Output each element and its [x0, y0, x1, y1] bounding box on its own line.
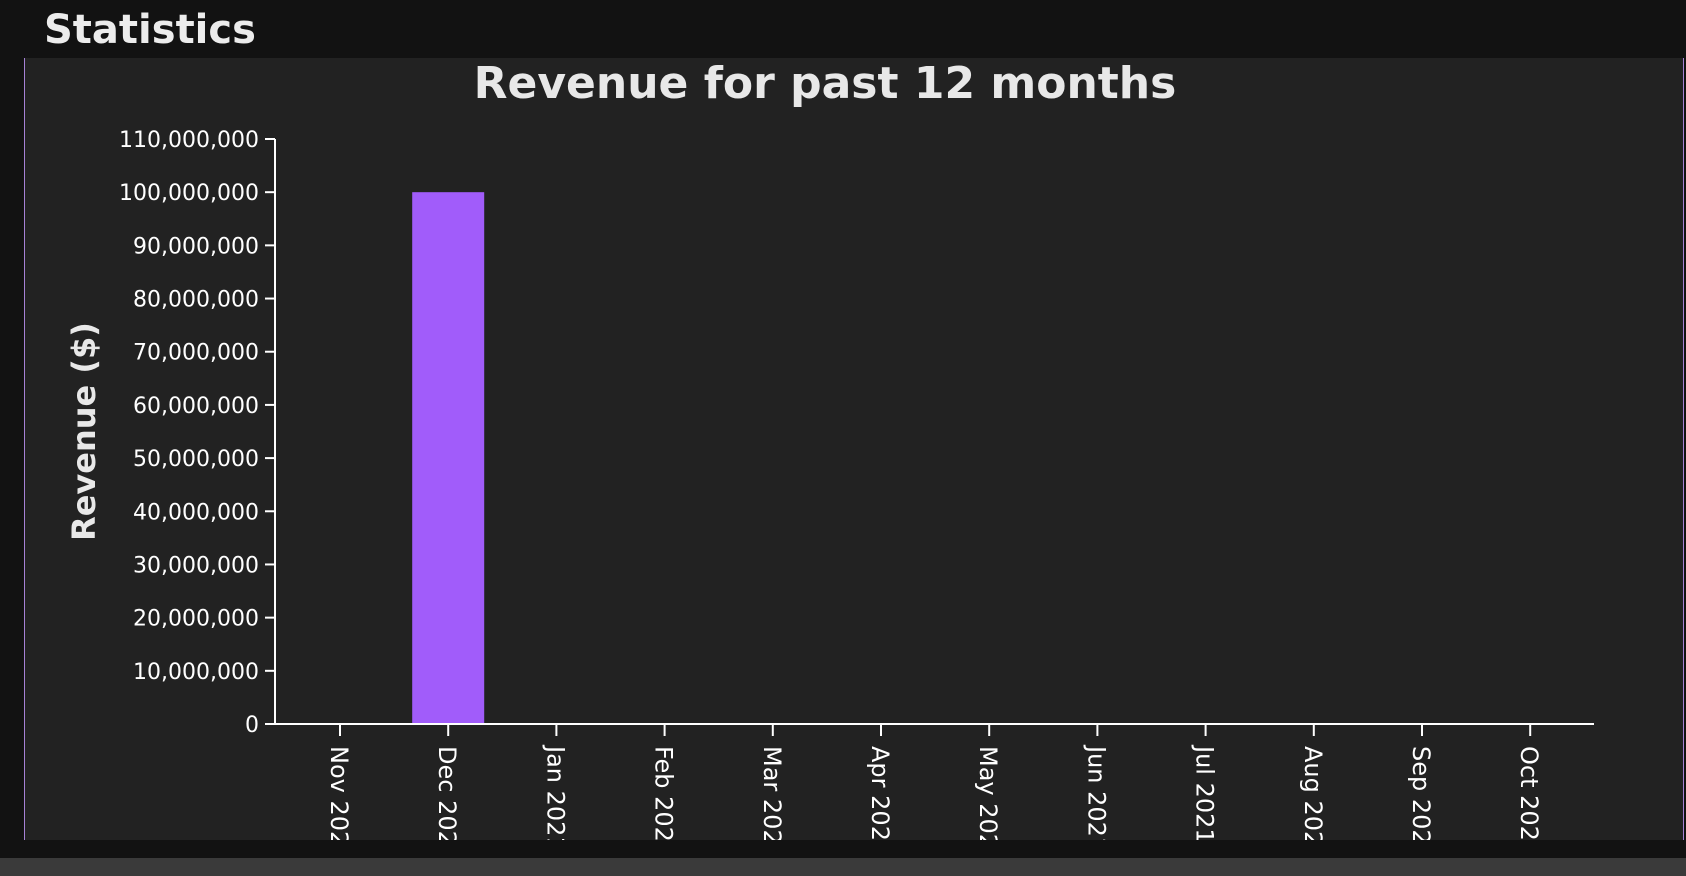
horizontal-scrollbar[interactable] [0, 858, 1686, 876]
x-tick-label: Jan 2021 [541, 744, 569, 840]
y-axis: 0 10,000,000 20,000,000 30,000,000 40,000,00… [119, 128, 276, 738]
y-tick-label: 80,000,000 [133, 288, 259, 313]
y-tick-label: 0 [245, 713, 259, 738]
y-tick-label: 50,000,000 [133, 447, 259, 472]
x-tick-label: Sep 2021 [1407, 746, 1435, 840]
revenue-chart: Revenue for past 12 months Revenue ($) 0… [65, 58, 1594, 840]
bars-group [412, 192, 485, 724]
y-tick-label: 70,000,000 [133, 341, 259, 366]
y-axis-label: Revenue ($) [65, 322, 103, 541]
x-tick-label: Oct 2021 [1515, 746, 1543, 840]
x-tick-label: Jun 2021 [1082, 744, 1110, 840]
page-title: Statistics [44, 7, 256, 53]
y-tick-label: 90,000,000 [133, 234, 259, 259]
y-tick-label: 10,000,000 [133, 660, 259, 685]
chart-panel: Revenue for past 12 months Revenue ($) 0… [24, 58, 1684, 840]
bar-dec-2020 [412, 192, 485, 724]
chart-title: Revenue for past 12 months [474, 58, 1177, 109]
x-tick-label: Nov 2020 [325, 746, 353, 840]
y-tick-label: 100,000,000 [119, 181, 259, 206]
y-tick-label: 60,000,000 [133, 394, 259, 419]
x-tick-label: Mar 2021 [758, 746, 786, 840]
x-tick-label: Apr 2021 [866, 746, 894, 840]
y-tick-label: 110,000,000 [119, 128, 259, 153]
x-axis: Nov 2020 Dec 2020 Jan 2021 Feb 2021 Mar 2021… [275, 723, 1594, 840]
x-tick-label: Aug 2021 [1299, 746, 1327, 840]
y-tick-label: 20,000,000 [133, 607, 259, 632]
x-tick-label: Dec 2020 [433, 746, 461, 840]
x-tick-label: Feb 2021 [650, 746, 678, 840]
x-tick-label: May 2021 [974, 746, 1002, 840]
y-tick-label: 40,000,000 [133, 500, 259, 525]
x-tick-label: Jul 2021 [1191, 744, 1219, 840]
y-tick-label: 30,000,000 [133, 553, 259, 578]
